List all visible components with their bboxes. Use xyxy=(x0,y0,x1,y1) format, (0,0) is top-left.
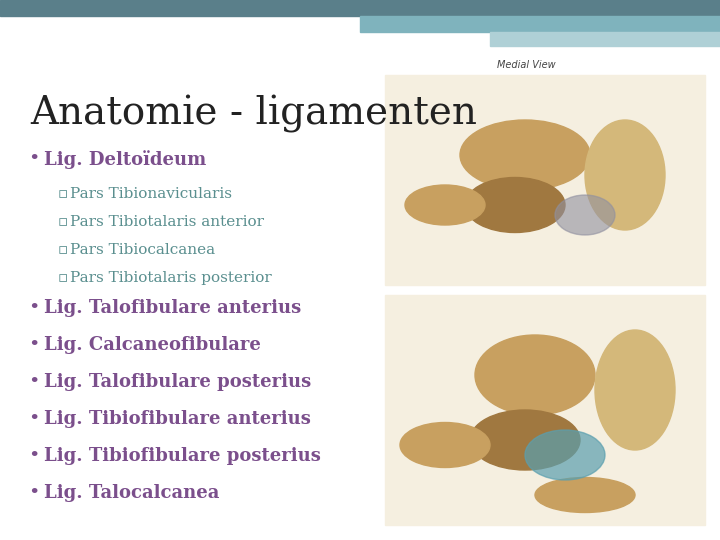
Ellipse shape xyxy=(465,178,565,233)
Ellipse shape xyxy=(595,330,675,450)
Ellipse shape xyxy=(525,430,605,480)
Bar xyxy=(385,295,705,525)
Text: Anatomie - ligamenten: Anatomie - ligamenten xyxy=(30,95,477,133)
Text: •: • xyxy=(28,410,40,428)
Text: •: • xyxy=(28,373,40,391)
Ellipse shape xyxy=(555,195,615,235)
Text: ▫: ▫ xyxy=(58,271,68,285)
Text: Lig. Talofibulare anterius: Lig. Talofibulare anterius xyxy=(44,299,301,317)
Text: ▫: ▫ xyxy=(58,243,68,257)
Bar xyxy=(360,16,720,32)
Ellipse shape xyxy=(470,410,580,470)
Text: •: • xyxy=(28,447,40,465)
Text: Pars Tibiotalaris posterior: Pars Tibiotalaris posterior xyxy=(70,271,271,285)
Bar xyxy=(385,75,705,285)
Ellipse shape xyxy=(400,422,490,468)
Text: Medial View: Medial View xyxy=(497,60,556,70)
Bar xyxy=(490,32,720,46)
Ellipse shape xyxy=(405,185,485,225)
Text: ▫: ▫ xyxy=(58,215,68,229)
Text: Lig. Tibiofibulare anterius: Lig. Tibiofibulare anterius xyxy=(44,410,311,428)
Ellipse shape xyxy=(475,335,595,415)
Text: •: • xyxy=(28,484,40,502)
Text: Lig. Deltoïdeum: Lig. Deltoïdeum xyxy=(44,150,206,169)
Text: Lig. Talofibulare posterius: Lig. Talofibulare posterius xyxy=(44,373,311,391)
Text: Lig. Talocalcanea: Lig. Talocalcanea xyxy=(44,484,220,502)
Text: Lig. Tibiofibulare posterius: Lig. Tibiofibulare posterius xyxy=(44,447,321,465)
Ellipse shape xyxy=(585,120,665,230)
Text: Pars Tibiotalaris anterior: Pars Tibiotalaris anterior xyxy=(70,215,264,229)
Ellipse shape xyxy=(535,477,635,512)
Bar xyxy=(0,0,720,16)
Text: ▫: ▫ xyxy=(58,187,68,201)
Text: •: • xyxy=(28,150,40,168)
Ellipse shape xyxy=(460,120,590,190)
Text: Pars Tibiocalcanea: Pars Tibiocalcanea xyxy=(70,243,215,257)
Text: Lig. Calcaneofibulare: Lig. Calcaneofibulare xyxy=(44,336,261,354)
Text: •: • xyxy=(28,299,40,317)
Text: Pars Tibionavicularis: Pars Tibionavicularis xyxy=(70,187,232,201)
Text: •: • xyxy=(28,336,40,354)
